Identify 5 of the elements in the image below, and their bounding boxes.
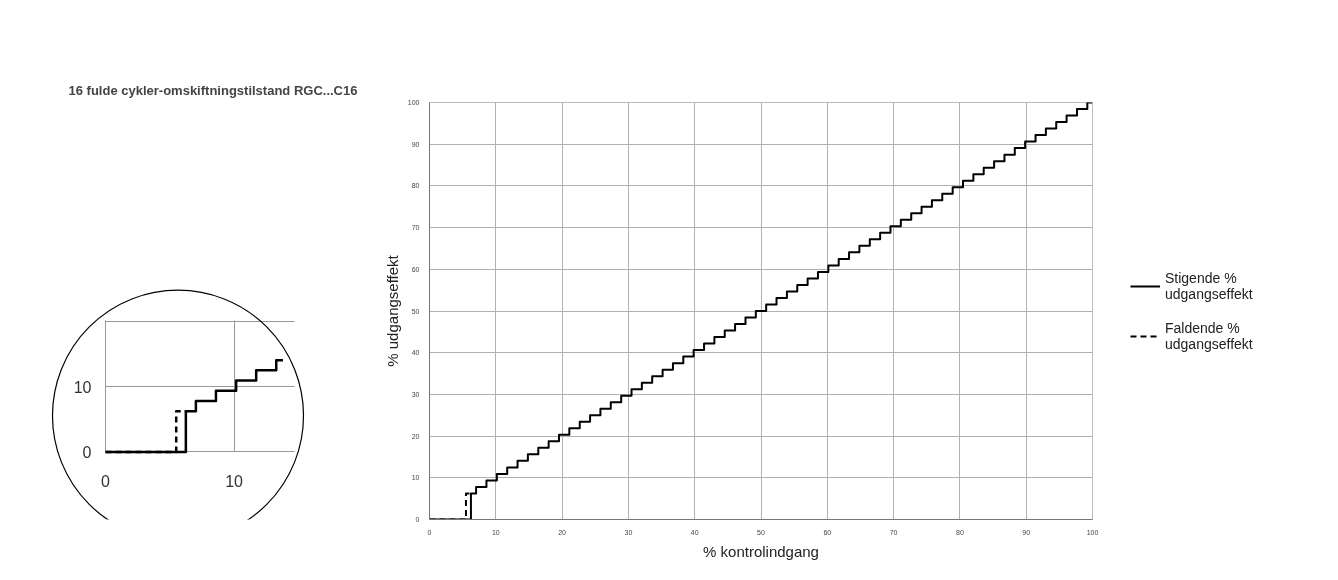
x-axis-title: % kontrolindgang	[703, 542, 819, 560]
legend-label: Faldende % udgangseffekt	[1165, 319, 1253, 352]
legend-label: Stigende % udgangseffekt	[1165, 269, 1253, 302]
y-axis-title: % udgangseffekt	[383, 254, 401, 367]
chart-title: 16 fulde cykler-omskiftningstilstand RGC...C16	[68, 82, 358, 98]
